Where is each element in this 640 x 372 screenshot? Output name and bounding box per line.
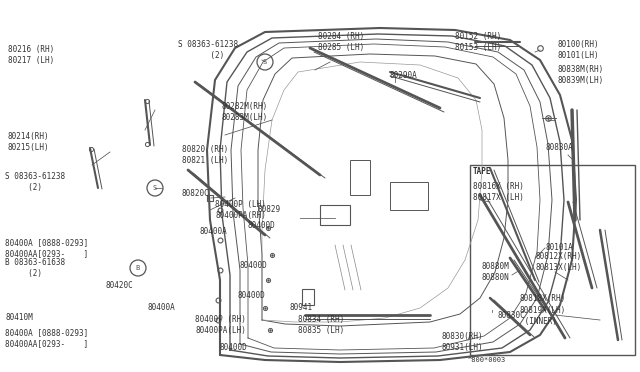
- Text: ^800*0003: ^800*0003: [468, 357, 506, 363]
- Text: B 08363-61638
     (2): B 08363-61638 (2): [5, 258, 65, 278]
- Text: 80830A: 80830A: [545, 144, 573, 153]
- Text: 80400D: 80400D: [240, 260, 268, 269]
- Text: 80820 (RH)
80821 (LH): 80820 (RH) 80821 (LH): [182, 145, 228, 165]
- Text: 80100(RH)
80101(LH): 80100(RH) 80101(LH): [558, 40, 600, 60]
- Text: B: B: [136, 265, 140, 271]
- Text: 80816X (RH)
80817X (LH): 80816X (RH) 80817X (LH): [473, 182, 524, 202]
- Text: 80101A: 80101A: [546, 244, 573, 253]
- Text: S 08363-61238
       (2): S 08363-61238 (2): [178, 40, 238, 60]
- Text: 80284 (RH)
80285 (LH): 80284 (RH) 80285 (LH): [318, 32, 364, 52]
- Text: 80830(RH)
80931(LH): 80830(RH) 80931(LH): [442, 332, 484, 352]
- Text: 80820C: 80820C: [182, 189, 210, 199]
- Text: 80152 (RH)
80153 (LH): 80152 (RH) 80153 (LH): [455, 32, 501, 52]
- Text: 80838M(RH)
80839M(LH): 80838M(RH) 80839M(LH): [558, 65, 604, 85]
- Text: 80830C: 80830C: [498, 311, 525, 320]
- Text: 80400A [0888-0293]
80400AA[0293-    ]: 80400A [0888-0293] 80400AA[0293- ]: [5, 238, 88, 258]
- Bar: [470, 165, 635, 355]
- Text: 80400P (RH)
80400PA(LH): 80400P (RH) 80400PA(LH): [195, 315, 246, 335]
- Text: 80812X(RH)
80813X(LH): 80812X(RH) 80813X(LH): [535, 252, 581, 272]
- Text: 80818X(RH)
80819X(LH)
 (INNER): 80818X(RH) 80819X(LH) (INNER): [520, 294, 566, 326]
- Text: 80400A [0888-0293]
80400AA[0293-    ]: 80400A [0888-0293] 80400AA[0293- ]: [5, 328, 88, 348]
- Text: S: S: [153, 185, 157, 191]
- Text: S: S: [263, 59, 267, 65]
- Text: 80400A: 80400A: [148, 304, 176, 312]
- Text: 80829: 80829: [258, 205, 281, 215]
- Text: 80410M: 80410M: [5, 314, 33, 323]
- Text: 80290A: 80290A: [390, 71, 418, 80]
- Text: S 08363-61238
     (2): S 08363-61238 (2): [5, 172, 65, 192]
- Text: 80216 (RH)
80217 (LH): 80216 (RH) 80217 (LH): [8, 45, 54, 65]
- Text: 80400A: 80400A: [200, 228, 228, 237]
- Text: 80214(RH)
80215(LH): 80214(RH) 80215(LH): [8, 132, 50, 152]
- Text: 80420C: 80420C: [105, 280, 132, 289]
- Text: 80941: 80941: [290, 304, 313, 312]
- Text: 80400D: 80400D: [248, 221, 276, 230]
- Text: TAPE: TAPE: [473, 167, 492, 176]
- Text: 80400D: 80400D: [238, 291, 266, 299]
- Text: 80834 (RH)
80835 (LH): 80834 (RH) 80835 (LH): [298, 315, 344, 335]
- Text: 80400P (LH)
80400PA(RH): 80400P (LH) 80400PA(RH): [215, 200, 266, 220]
- Text: 80880M
80880N: 80880M 80880N: [482, 262, 509, 282]
- Text: 80400D: 80400D: [220, 343, 248, 353]
- Text: 80282M(RH)
80283M(LH): 80282M(RH) 80283M(LH): [222, 102, 268, 122]
